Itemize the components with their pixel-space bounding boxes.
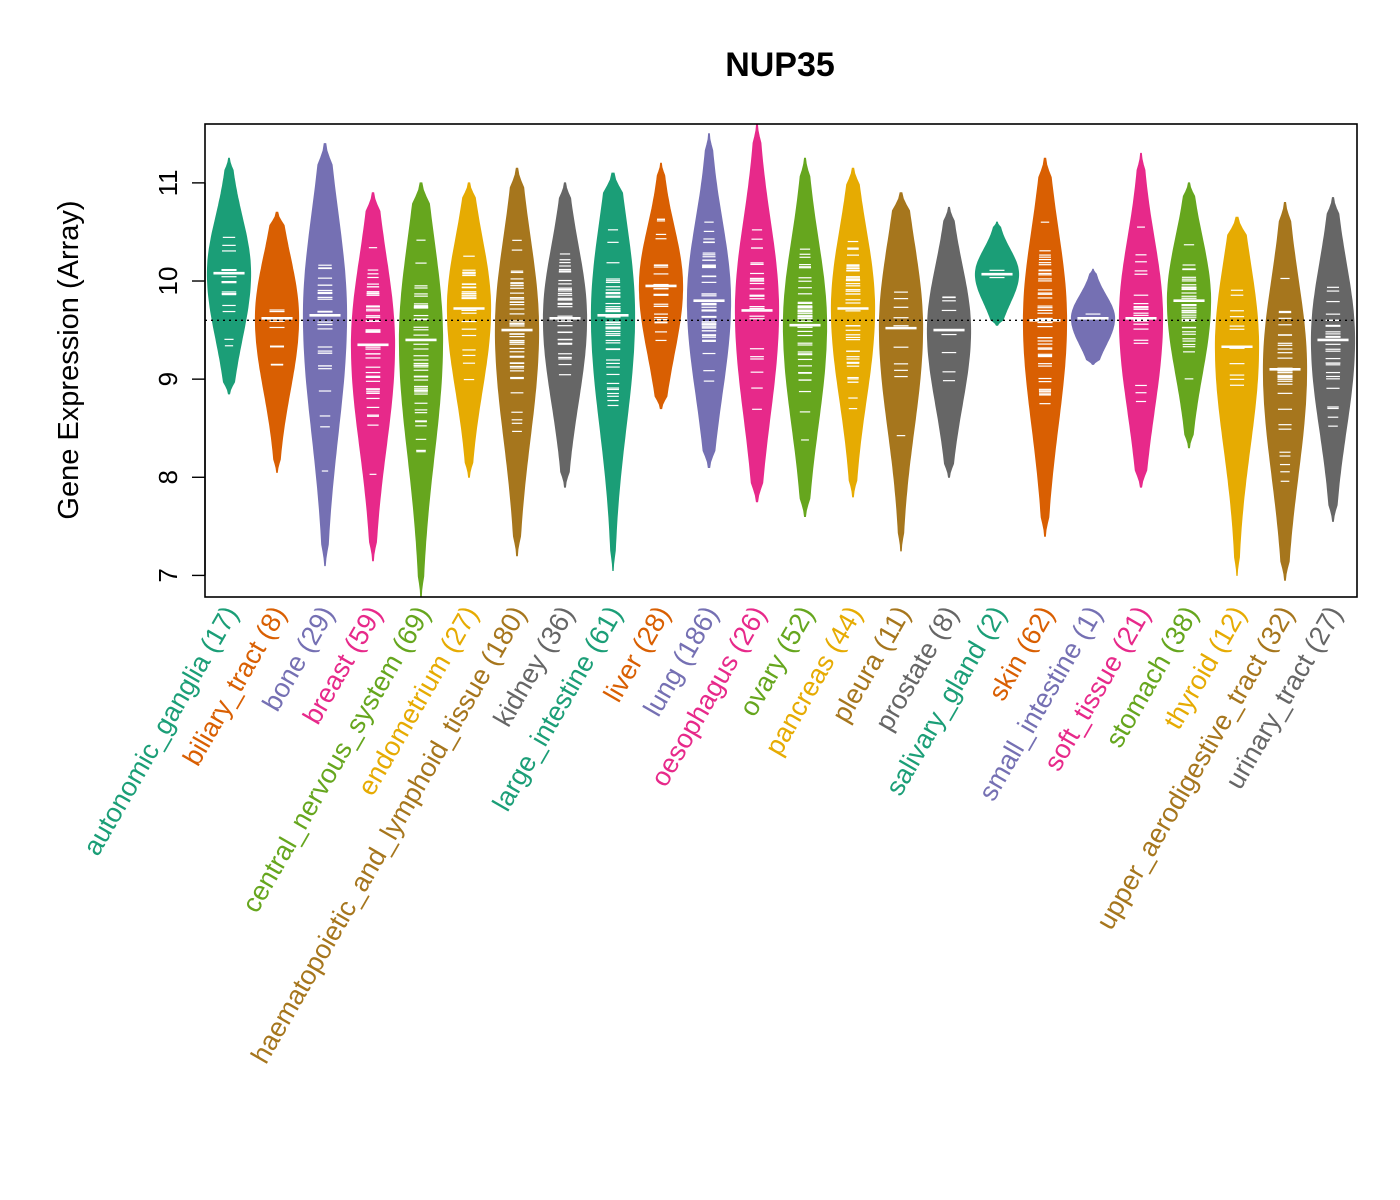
chart-title: NUP35	[725, 46, 835, 84]
violin-pancreas	[830, 167, 876, 498]
violin-large-intestine	[590, 172, 636, 571]
violin-body	[782, 157, 828, 517]
plot-frame	[204, 123, 1358, 598]
violin-body	[878, 192, 924, 552]
violin-thyroid	[1214, 216, 1260, 576]
violin-body	[590, 172, 636, 571]
violin-body	[1310, 197, 1356, 522]
violins-layer	[205, 123, 1357, 598]
violin-breast	[350, 192, 396, 562]
y-tick-label: 9	[153, 372, 183, 386]
x-axis-labels: autonomic_ganglia (17)biliary_tract (8)b…	[77, 601, 1348, 1068]
violin-liver	[638, 162, 684, 410]
y-axis: 7 8 9 10 11	[153, 169, 206, 583]
y-tick-label: 11	[153, 169, 183, 196]
violin-body	[1022, 157, 1068, 537]
violin-haematopoietic-and-lymphoid-tissue	[494, 167, 540, 557]
violin-body	[1070, 268, 1116, 365]
violin-body	[254, 211, 300, 473]
violin-ovary	[782, 157, 828, 517]
violin-body	[734, 123, 780, 503]
violin-body	[926, 206, 972, 478]
violin-urinary-tract	[1310, 197, 1356, 522]
violin-body	[1214, 216, 1260, 576]
violin-autonomic-ganglia	[206, 157, 252, 395]
violin-body	[206, 157, 252, 395]
y-tick-label: 8	[153, 470, 183, 484]
violin-body	[1262, 202, 1308, 581]
violin-pleura	[878, 192, 924, 552]
violin-salivary-gland	[974, 221, 1020, 326]
violin-body	[494, 167, 540, 557]
violin-body	[446, 182, 492, 478]
violin-kidney	[542, 182, 588, 488]
violin-body	[830, 167, 876, 498]
violin-biliary-tract	[254, 211, 300, 473]
violin-skin	[1022, 157, 1068, 537]
violin-endometrium	[446, 182, 492, 478]
violin-small-intestine	[1070, 268, 1116, 365]
y-tick-label: 10	[153, 267, 183, 296]
violin-prostate	[926, 206, 972, 478]
violin-body	[302, 143, 348, 567]
violin-oesophagus	[734, 123, 780, 503]
y-axis-label: Gene Expression (Array)	[53, 200, 85, 519]
y-tick-label: 7	[153, 568, 183, 582]
violin-stomach	[1166, 182, 1212, 449]
violin-upper-aerodigestive-tract	[1262, 202, 1308, 581]
violin-lung	[686, 133, 732, 468]
violin-central-nervous-system	[398, 182, 444, 598]
violin-bone	[302, 143, 348, 567]
violin-body	[542, 182, 588, 488]
